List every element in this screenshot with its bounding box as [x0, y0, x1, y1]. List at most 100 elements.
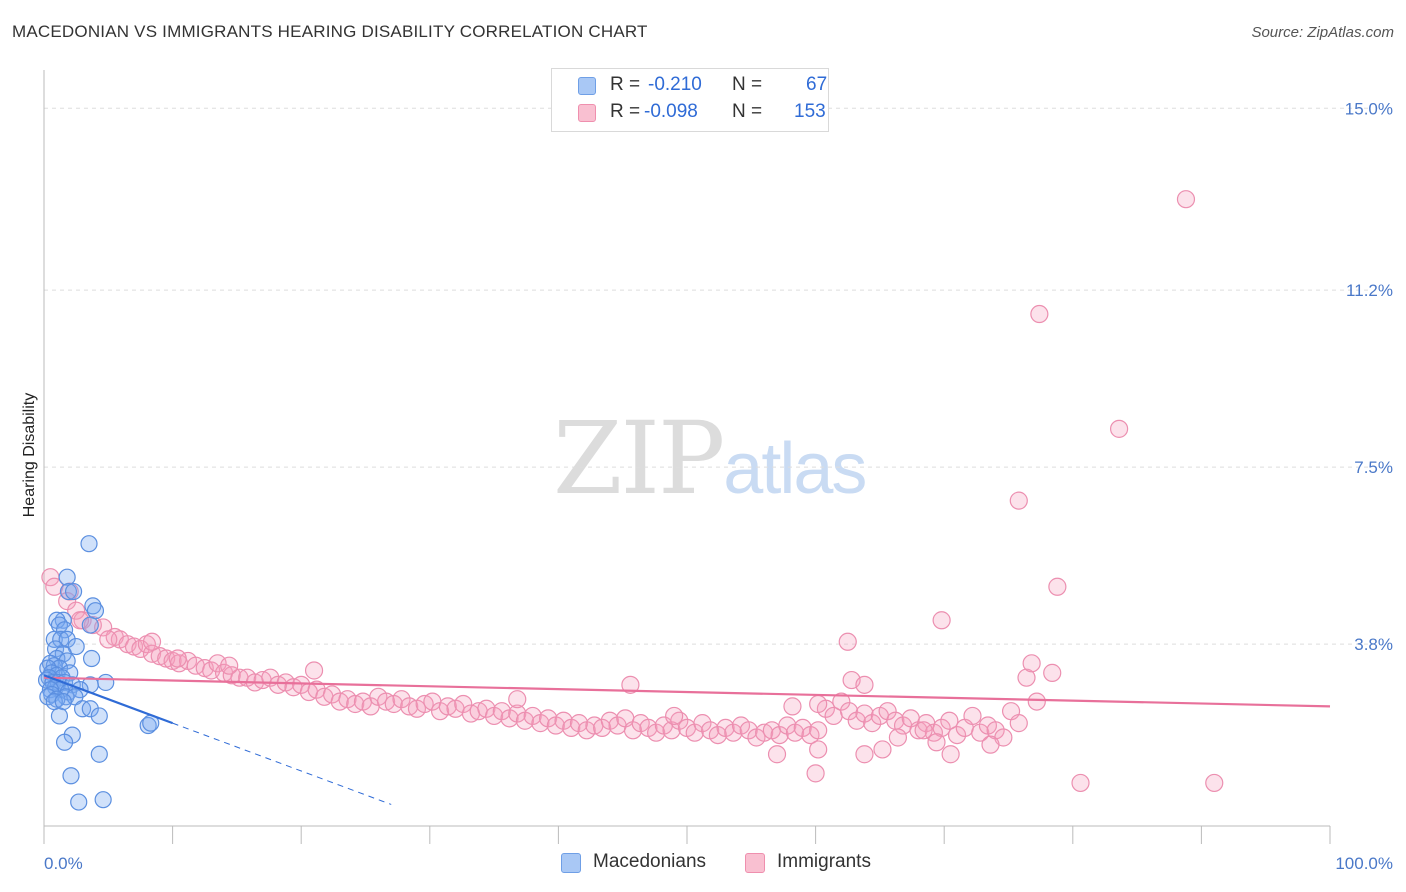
immigrants-point — [909, 721, 928, 740]
macedonians-trend-extension — [172, 722, 392, 805]
immigrants-point — [783, 697, 802, 716]
immigrants-point — [855, 745, 874, 764]
macedonians-point — [81, 616, 99, 634]
immigrants-point — [621, 675, 640, 694]
macedonians-point — [62, 767, 80, 785]
y-tick-label: 7.5% — [1354, 458, 1393, 477]
immigrants-point — [947, 725, 967, 745]
immigrants-point — [838, 632, 857, 651]
immigrants-points — [41, 190, 1224, 793]
x-tick-label: 0.0% — [44, 854, 83, 873]
immigrants-point — [855, 675, 874, 694]
immigrants-point — [1017, 668, 1036, 687]
legend-r-value: -0.098 — [644, 101, 698, 122]
immigrants-point — [1109, 419, 1129, 438]
macedonians-point — [58, 568, 76, 586]
watermark-zip: ZIP — [553, 400, 725, 517]
stats-legend: R = -0.210 N = 67 R = -0.098 N = 153 — [551, 68, 829, 132]
immigrants-point — [523, 706, 542, 726]
macedonians-point — [94, 791, 112, 809]
macedonians-point — [55, 733, 74, 751]
legend-swatch-pink — [578, 104, 596, 122]
macedonians-point — [52, 630, 70, 648]
macedonians-label: Macedonians — [593, 851, 707, 872]
watermark: ZIPatlas — [553, 400, 867, 517]
trend-lines — [43, 674, 1331, 805]
immigrants-point — [554, 711, 573, 730]
immigrants-point — [971, 723, 990, 742]
immigrants-point — [806, 764, 825, 783]
immigrants-point — [67, 601, 86, 620]
y-tick-label: 11.2% — [1346, 281, 1393, 300]
immigrants-point — [1048, 577, 1067, 596]
immigrants-point — [986, 721, 1005, 740]
watermark-atlas: atlas — [723, 429, 867, 509]
immigrants-point — [477, 699, 496, 718]
immigrants-point — [832, 692, 851, 711]
immigrants-point — [809, 694, 828, 714]
macedonians-point — [64, 582, 83, 601]
immigrants-point — [168, 649, 187, 668]
immigrants-point — [665, 706, 684, 726]
immigrants-point — [767, 745, 787, 764]
immigrants-trend-line — [43, 676, 1331, 708]
immigrants-point — [99, 630, 118, 649]
macedonians-point — [59, 582, 78, 601]
macedonians-point — [97, 673, 115, 692]
immigrants-point — [863, 714, 882, 733]
immigrants-point — [927, 733, 946, 752]
immigrants-point — [809, 721, 828, 740]
immigrants-point — [508, 690, 527, 709]
immigrants-point — [1205, 773, 1224, 793]
macedonians-trend-line — [43, 674, 173, 725]
immigrants-point — [724, 723, 743, 742]
immigrants-point — [623, 721, 643, 740]
legend-n-label: N = — [732, 101, 763, 122]
macedonians-point — [70, 793, 88, 811]
immigrants-point — [793, 718, 812, 738]
immigrants-point — [208, 654, 227, 673]
immigrants-point — [809, 740, 828, 759]
immigrants-point — [770, 725, 789, 745]
immigrants-point — [708, 725, 727, 745]
immigrants-point — [647, 723, 666, 742]
immigrants-point — [914, 721, 933, 740]
immigrants-point — [839, 702, 859, 721]
immigrants-point — [878, 702, 897, 721]
macedonians-point — [90, 707, 108, 725]
macedonians-swatch — [561, 853, 581, 873]
immigrants-point — [508, 704, 527, 723]
immigrants-point — [1030, 304, 1049, 324]
immigrants-point — [539, 709, 558, 728]
legend-swatch-blue — [578, 77, 596, 95]
legend-n-value: 67 — [806, 74, 828, 95]
axes — [43, 70, 1331, 844]
immigrants-point — [1009, 491, 1028, 510]
immigrants-point — [847, 711, 866, 730]
immigrants-point — [932, 611, 951, 630]
macedonians-point — [90, 745, 108, 763]
legend-r-label: R = — [610, 101, 641, 122]
immigrants-point — [940, 711, 959, 730]
immigrants-point — [593, 718, 612, 738]
y-tick-label: 15.0% — [1345, 99, 1393, 118]
macedonians-point — [80, 535, 98, 553]
x-tick-label: 100.0% — [1335, 854, 1393, 873]
macedonians-point — [82, 649, 101, 668]
immigrants-point — [855, 704, 874, 723]
tick-labels: 3.8% 7.5% 11.2% 15.0% 0.0% 100.0% — [44, 99, 1393, 873]
immigrants-point — [1176, 190, 1196, 209]
immigrants-point — [569, 714, 589, 733]
immigrants-point — [392, 690, 411, 709]
chart-title: MACEDONIAN VS IMMIGRANTS HEARING DISABIL… — [12, 22, 648, 41]
legend-r-value: -0.210 — [648, 74, 702, 95]
macedonians-point — [50, 707, 69, 725]
immigrants-point — [1043, 663, 1062, 682]
macedonians-point — [139, 716, 157, 735]
macedonians-point — [81, 700, 99, 718]
legend-n-label: N = — [732, 74, 763, 95]
immigrants-point — [888, 728, 908, 747]
immigrants-point — [220, 656, 239, 675]
immigrants-label: Immigrants — [777, 851, 871, 872]
